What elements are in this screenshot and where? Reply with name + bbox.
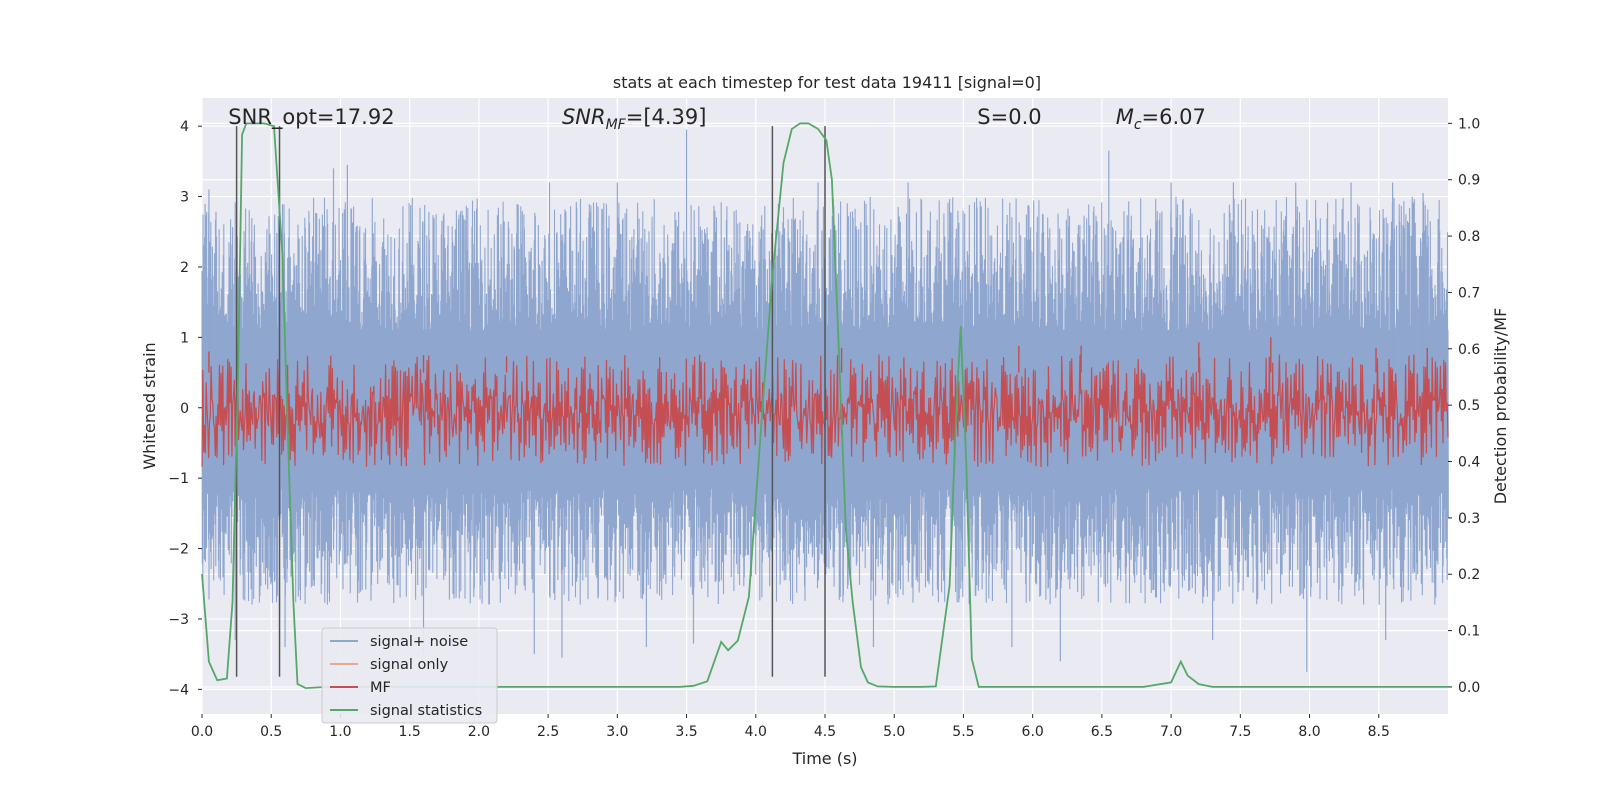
x-tick-label: 2.5: [537, 724, 559, 740]
x-tick-label: 7.0: [1160, 724, 1182, 740]
x-tick-label: 7.5: [1229, 724, 1251, 740]
y-tick-label: −3: [168, 612, 189, 628]
y-right-axis-ticks: 0.0 0.1 0.2 0.3 0.4 0.5 0.6 0.7 0.8 0.9 1.0: [1448, 116, 1480, 696]
annotations: SNR_opt=17.92 SNRMF=[4.39] S=0.0 Mc=6.07: [228, 105, 1206, 133]
annotation-s: S=0.0: [977, 105, 1041, 129]
signal-statistics-line: [201, 122, 1448, 690]
legend: signal+ noise signal only MF signal statist…: [321, 627, 498, 724]
y-tick-label: 4: [180, 119, 189, 135]
y-right-tick-label: 0.5: [1458, 398, 1480, 414]
y-tick-label: 2: [180, 260, 189, 276]
y-right-tick-label: 0.2: [1458, 567, 1480, 583]
legend-label: signal only: [370, 657, 449, 673]
legend-box: [321, 627, 498, 724]
x-tick-label: 4.0: [745, 724, 767, 740]
x-axis-label: Time (s): [791, 749, 857, 768]
y-right-tick-label: 0.1: [1458, 624, 1480, 640]
legend-label: MF: [370, 680, 391, 696]
annotation-snr-opt: SNR_opt=17.92: [228, 105, 394, 130]
legend-label: signal statistics: [370, 703, 482, 719]
x-tick-label: 0.0: [191, 724, 213, 740]
y-axis-ticks: −4 −3 −2 −1 0 1 2 3 4: [168, 119, 202, 698]
x-axis-ticks: 0.0 0.5 1.0 1.5 2.0 2.5 3.0 3.5 4.0 4.5 5.0 5.5 6.0 6…: [191, 714, 1390, 740]
annotation-mc: Mc=6.07: [1116, 105, 1206, 133]
y-tick-label: −2: [168, 542, 189, 558]
y-right-tick-label: 0.7: [1458, 285, 1480, 301]
y-tick-label: 1: [180, 330, 189, 346]
x-tick-label: 6.0: [1022, 724, 1044, 740]
legend-label: signal+ noise: [370, 634, 468, 650]
x-tick-label: 1.0: [329, 724, 351, 740]
y-tick-label: −1: [168, 471, 189, 487]
x-tick-label: 8.5: [1368, 724, 1390, 740]
y-right-tick-label: 0.6: [1458, 342, 1480, 358]
x-tick-label: 4.5: [814, 724, 836, 740]
x-tick-label: 5.5: [952, 724, 974, 740]
x-tick-label: 5.0: [883, 724, 905, 740]
signal-statistics-series: [201, 122, 1448, 690]
y-tick-label: 3: [180, 190, 189, 206]
annotation-snr-mf: SNRMF=[4.39]: [562, 105, 707, 133]
y-right-tick-label: 1.0: [1458, 116, 1480, 132]
y-axis-label: Whitened strain: [140, 342, 159, 469]
x-tick-label: 0.5: [260, 724, 282, 740]
y-right-tick-label: 0.0: [1458, 680, 1480, 696]
y-tick-label: 0: [180, 401, 189, 417]
y-right-tick-label: 0.4: [1458, 455, 1480, 471]
y-right-tick-label: 0.9: [1458, 173, 1480, 189]
chart-title: stats at each timestep for test data 194…: [613, 73, 1041, 92]
y-right-tick-label: 0.8: [1458, 229, 1480, 245]
x-tick-label: 3.5: [675, 724, 697, 740]
x-tick-label: 2.0: [468, 724, 490, 740]
y-tick-label: −4: [168, 682, 189, 698]
y-right-tick-label: 0.3: [1458, 511, 1480, 527]
x-tick-label: 3.0: [606, 724, 628, 740]
x-tick-label: 1.5: [399, 724, 421, 740]
x-tick-label: 8.0: [1298, 724, 1320, 740]
y-right-axis-label: Detection probability/MF: [1491, 308, 1510, 505]
x-tick-label: 6.5: [1091, 724, 1113, 740]
